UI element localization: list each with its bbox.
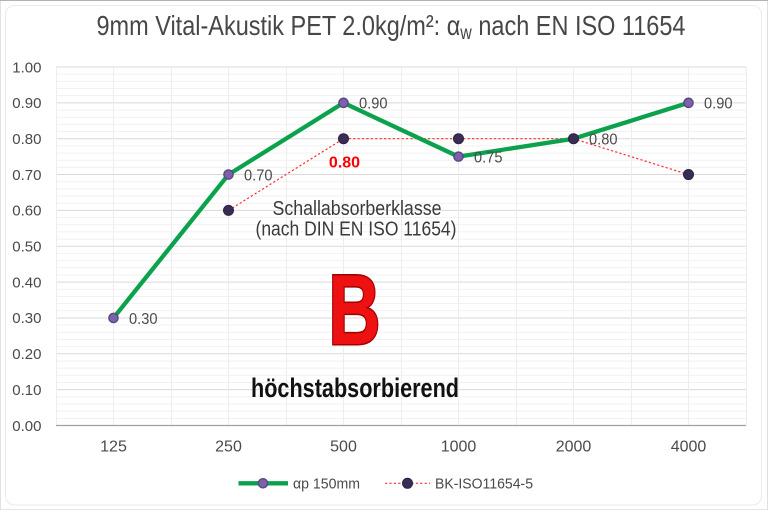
svg-text:höchstabsorbierend: höchstabsorbierend (251, 373, 459, 403)
svg-text:B: B (328, 256, 380, 366)
svg-text:2000: 2000 (556, 439, 592, 456)
svg-text:0.30: 0.30 (12, 310, 41, 327)
svg-text:0.90: 0.90 (704, 96, 733, 113)
svg-text:1000: 1000 (441, 439, 477, 456)
svg-text:(nach DIN EN ISO 11654): (nach DIN EN ISO 11654) (256, 219, 457, 241)
svg-text:0.70: 0.70 (12, 167, 41, 184)
svg-text:0.60: 0.60 (12, 203, 41, 220)
svg-text:0.90: 0.90 (359, 96, 388, 113)
svg-text:0.90: 0.90 (12, 95, 41, 112)
svg-text:0.10: 0.10 (12, 382, 41, 399)
svg-text:0.50: 0.50 (12, 239, 41, 256)
svg-text:500: 500 (330, 439, 357, 456)
svg-text:0.00: 0.00 (12, 418, 41, 435)
svg-text:0.80: 0.80 (12, 131, 41, 148)
svg-text:0.75: 0.75 (474, 150, 503, 167)
svg-text:9mm Vital-Akustik PET 2.0kg/m²: 9mm Vital-Akustik PET 2.0kg/m²: αw nach … (97, 10, 686, 44)
svg-text:250: 250 (215, 439, 242, 456)
svg-text:αp 150mm: αp 150mm (293, 476, 360, 493)
svg-text:0.80: 0.80 (589, 132, 618, 149)
svg-text:1.00: 1.00 (12, 59, 41, 76)
svg-text:Schallabsorberklasse: Schallabsorberklasse (273, 198, 442, 220)
svg-text:BK-ISO11654-5: BK-ISO11654-5 (435, 476, 533, 493)
svg-text:0.80: 0.80 (329, 155, 360, 172)
svg-text:0.70: 0.70 (244, 168, 273, 185)
svg-text:125: 125 (100, 439, 127, 456)
svg-text:0.30: 0.30 (129, 311, 158, 328)
svg-text:4000: 4000 (671, 439, 707, 456)
svg-text:0.40: 0.40 (12, 274, 41, 291)
svg-text:0.20: 0.20 (12, 346, 41, 363)
